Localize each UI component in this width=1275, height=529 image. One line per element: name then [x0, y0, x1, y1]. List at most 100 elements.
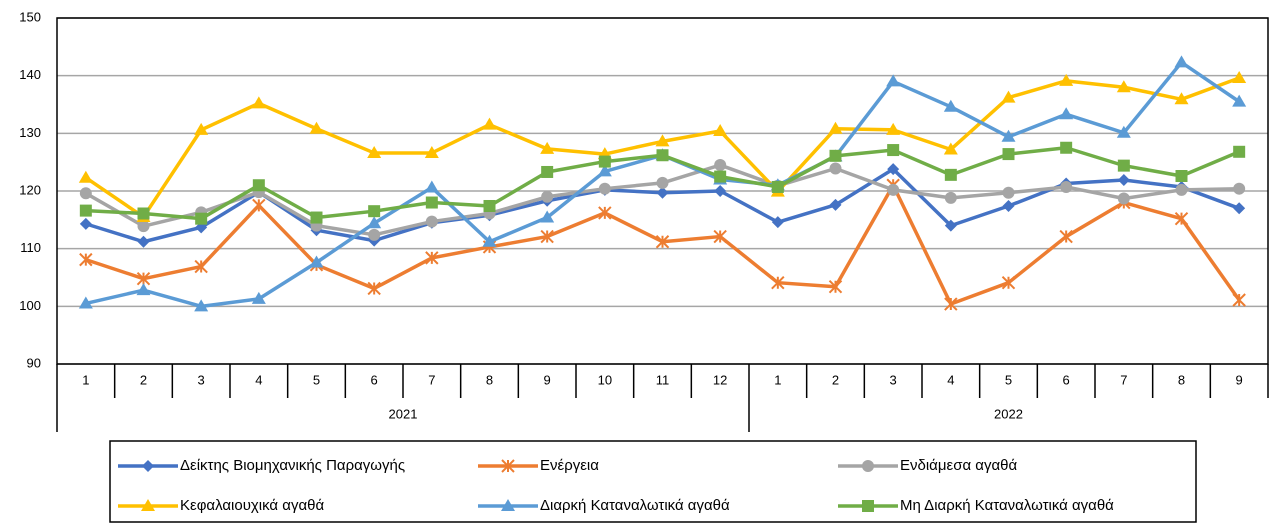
marker — [829, 162, 842, 175]
y-tick-label: 130 — [19, 125, 41, 140]
marker — [1002, 186, 1015, 199]
marker — [1232, 293, 1246, 307]
marker — [310, 211, 323, 224]
y-tick-label: 110 — [20, 240, 41, 255]
marker — [540, 141, 555, 154]
x-tick-label: 12 — [713, 372, 727, 387]
marker — [79, 204, 92, 217]
x-group-label: 2021 — [389, 406, 418, 421]
marker — [598, 155, 611, 168]
x-tick-label: 9 — [1236, 372, 1243, 387]
marker — [656, 186, 669, 199]
y-tick-label: 150 — [19, 9, 41, 24]
marker — [887, 144, 900, 157]
x-tick-label: 10 — [598, 372, 612, 387]
marker — [252, 198, 266, 213]
marker — [425, 215, 438, 228]
marker — [771, 216, 784, 229]
marker — [1116, 80, 1131, 93]
marker — [425, 251, 439, 265]
marker — [424, 180, 439, 193]
marker — [483, 199, 496, 212]
x-tick-label: 3 — [198, 372, 205, 387]
marker — [943, 99, 958, 112]
marker — [79, 187, 92, 200]
x-tick-label: 8 — [1178, 372, 1185, 387]
marker — [367, 216, 382, 229]
marker — [829, 149, 842, 162]
marker — [714, 170, 727, 183]
marker — [540, 210, 555, 223]
marker — [656, 176, 669, 189]
marker — [1001, 129, 1016, 142]
marker — [309, 255, 324, 268]
marker — [1174, 92, 1189, 105]
marker — [425, 196, 438, 209]
plot-border — [56, 17, 1269, 365]
marker — [829, 198, 842, 211]
legend-label: Μη Διαρκή Καταναλωτικά αγαθά — [900, 497, 1114, 514]
marker — [1117, 174, 1130, 187]
marker — [195, 212, 208, 225]
marker — [1117, 159, 1130, 172]
marker — [886, 74, 901, 87]
marker — [137, 235, 150, 248]
x-tick-label: 2 — [832, 372, 839, 387]
marker — [713, 124, 728, 137]
x-tick-label: 2 — [140, 372, 147, 387]
marker — [1002, 148, 1015, 161]
marker — [887, 183, 900, 196]
marker — [887, 163, 900, 176]
marker — [136, 271, 151, 286]
marker — [482, 117, 497, 130]
marker — [1059, 73, 1074, 86]
marker — [251, 291, 266, 304]
marker — [137, 220, 150, 233]
marker — [1232, 94, 1247, 107]
marker — [771, 275, 785, 290]
marker — [136, 283, 151, 296]
marker — [482, 234, 497, 247]
marker — [501, 459, 515, 473]
x-tick-label: 4 — [947, 372, 954, 387]
x-tick-label: 8 — [486, 372, 493, 387]
y-tick-label: 120 — [19, 182, 41, 197]
marker — [78, 170, 93, 183]
marker — [1232, 70, 1247, 83]
marker — [194, 299, 209, 312]
marker — [944, 168, 957, 181]
marker — [1001, 90, 1016, 103]
marker — [541, 165, 554, 178]
x-tick-label: 5 — [1005, 372, 1012, 387]
marker — [194, 259, 208, 274]
x-tick-label: 5 — [313, 372, 320, 387]
marker — [424, 145, 439, 158]
y-tick-label: 90 — [27, 355, 41, 370]
marker — [1174, 211, 1189, 226]
y-tick-label: 100 — [19, 298, 41, 313]
legend-box — [109, 440, 1197, 523]
marker — [944, 219, 957, 232]
marker — [367, 281, 381, 296]
legend-label: Δείκτης Βιομηχανικής Παραγωγής — [180, 457, 405, 474]
marker — [886, 122, 901, 135]
marker — [1117, 192, 1130, 205]
marker — [309, 121, 324, 134]
marker — [142, 460, 154, 472]
marker — [1174, 55, 1189, 68]
marker — [1060, 141, 1073, 154]
marker — [368, 228, 381, 241]
marker — [1002, 199, 1015, 212]
legend-label: Ενδιάμεσα αγαθά — [900, 457, 1017, 474]
marker — [1059, 229, 1073, 244]
x-tick-label: 7 — [428, 372, 435, 387]
legend-label: Κεφαλαιουχικά αγαθά — [180, 497, 324, 514]
marker — [655, 134, 670, 147]
marker — [714, 185, 727, 197]
legend: Δείκτης Βιομηχανικής Παραγωγής Ενέργεια Εν… — [109, 440, 1197, 523]
marker — [862, 460, 874, 472]
marker — [944, 297, 958, 311]
x-tick-label: 6 — [371, 372, 378, 387]
legend-label: Ενέργεια — [540, 457, 599, 474]
